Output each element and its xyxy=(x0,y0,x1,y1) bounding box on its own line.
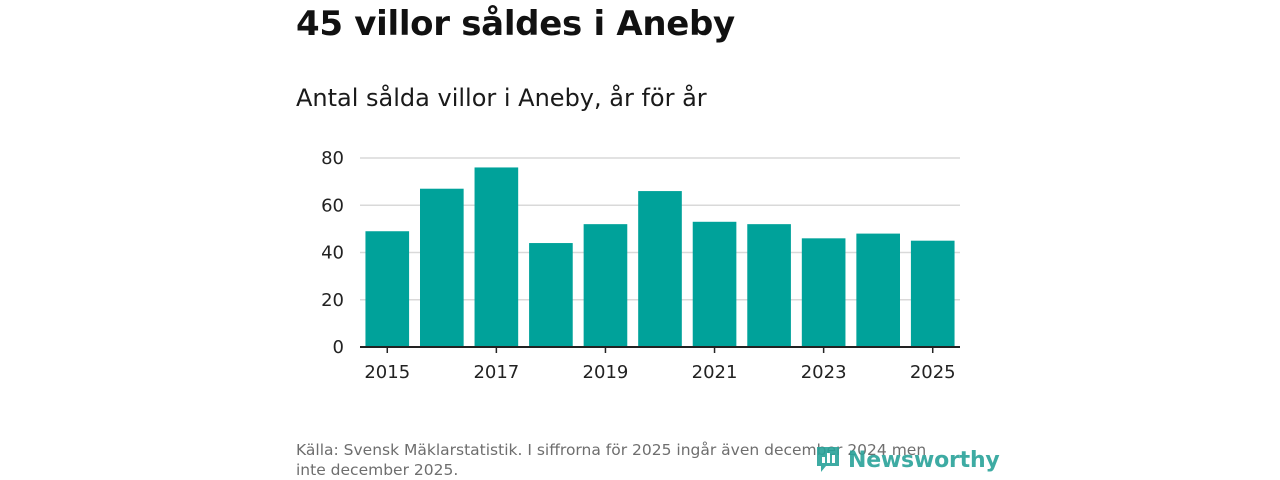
y-tick-label-40: 40 xyxy=(321,243,344,264)
bar-2019 xyxy=(583,224,628,347)
source-note: Källa: Svensk Mäklarstatistik. I siffror… xyxy=(296,441,927,479)
y-tick-label-60: 60 xyxy=(321,195,344,216)
newsworthy-logo-icon xyxy=(814,444,842,476)
bar-2024 xyxy=(856,233,900,347)
bar-2018 xyxy=(529,243,573,347)
x-tick-label-2019: 2019 xyxy=(583,362,629,383)
y-tick-label-20: 20 xyxy=(321,290,344,311)
x-tick-label-2015: 2015 xyxy=(364,362,410,383)
chart-title: Antal sålda villor i Aneby, år för år xyxy=(296,84,707,112)
bar-2020 xyxy=(638,191,682,347)
bar-chart-svg: 0 20 40 60 80 2015 2017 2019 2021 2023 2025 xyxy=(321,148,960,383)
x-tick-label-2025: 2025 xyxy=(910,362,956,383)
brand-logo: Newsworthy xyxy=(814,442,1000,478)
y-axis-ticks: 0 20 40 60 80 xyxy=(321,148,344,358)
x-axis-ticks: 2015 2017 2019 2021 2023 2025 xyxy=(364,347,956,383)
x-tick-label-2023: 2023 xyxy=(801,362,847,383)
bar-2017 xyxy=(474,167,519,347)
brand-name: Newsworthy xyxy=(848,447,1000,473)
y-tick-label-0: 0 xyxy=(333,337,344,358)
bars xyxy=(365,167,955,347)
x-tick-label-2017: 2017 xyxy=(473,362,519,383)
bar-2023 xyxy=(801,238,846,347)
x-tick-label-2021: 2021 xyxy=(692,362,738,383)
bar-2025 xyxy=(910,240,955,347)
bar-2016 xyxy=(420,188,464,347)
bar-2022 xyxy=(747,224,791,347)
y-tick-label-80: 80 xyxy=(321,148,344,169)
bar-2021 xyxy=(692,221,737,347)
bar-chart: 0 20 40 60 80 2015 2017 2019 2021 2023 2025 xyxy=(296,140,976,390)
headline: 45 villor såldes i Aneby xyxy=(296,4,735,44)
bar-2015 xyxy=(365,231,410,347)
